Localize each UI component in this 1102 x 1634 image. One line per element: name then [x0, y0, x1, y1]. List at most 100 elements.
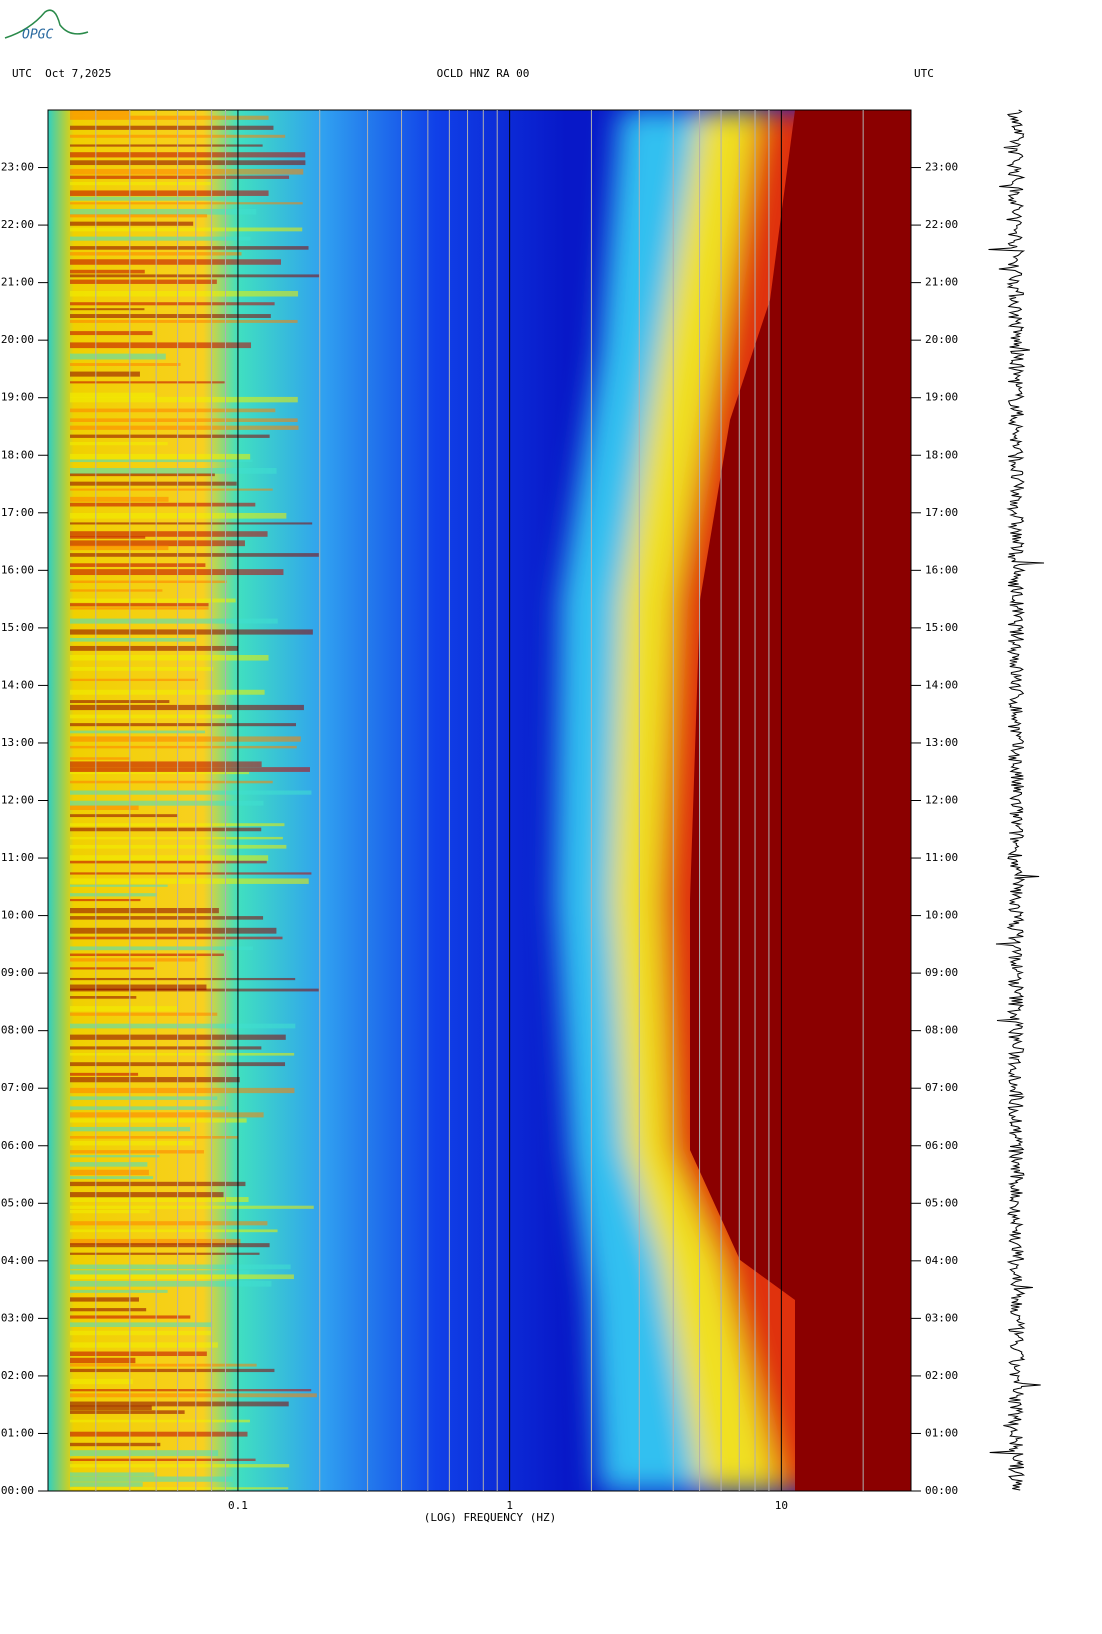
stripe — [70, 645, 238, 651]
y-tick-label: 04:00 — [1, 1254, 34, 1267]
stripe — [70, 308, 145, 311]
stripe — [70, 772, 250, 775]
stripe — [70, 678, 198, 682]
stripe — [70, 168, 304, 175]
stripe — [70, 488, 273, 491]
stripe — [70, 1192, 224, 1198]
stripe — [70, 459, 253, 463]
stripe — [70, 814, 178, 818]
y-tick-label: 08:00 — [1, 1024, 34, 1037]
stripe — [70, 689, 265, 695]
stripe — [70, 967, 154, 970]
stripe — [70, 780, 273, 784]
stripe — [70, 353, 166, 360]
stripe — [70, 1243, 270, 1248]
y-tick-label-right: 15:00 — [925, 621, 958, 634]
x-tick-label: 0.1 — [228, 1499, 248, 1512]
stripe — [70, 598, 236, 603]
y-tick-label: 11:00 — [1, 851, 34, 864]
stripe — [70, 522, 313, 525]
stripe — [70, 936, 283, 940]
y-tick-label-right: 05:00 — [925, 1196, 958, 1209]
stripe — [70, 1368, 275, 1373]
stripe — [70, 1106, 229, 1110]
y-tick-label: 17:00 — [1, 506, 34, 519]
energy-saturated — [690, 110, 911, 1491]
logo-text: OPGC — [22, 28, 53, 43]
stripe — [70, 1393, 317, 1398]
stripe — [70, 115, 269, 120]
y-tick-label: 07:00 — [1, 1081, 34, 1094]
spectrogram — [48, 110, 911, 1491]
stripe — [70, 618, 278, 624]
y-tick-label: 15:00 — [1, 621, 34, 634]
stripe — [70, 1006, 178, 1012]
stripe — [70, 290, 299, 297]
stripe — [70, 1221, 268, 1226]
stripe — [70, 1150, 204, 1154]
stripe — [70, 637, 197, 642]
stripe — [70, 1023, 296, 1029]
stripe — [70, 434, 270, 438]
stripe — [70, 629, 313, 635]
stripe — [70, 1280, 272, 1287]
stripe — [70, 473, 215, 477]
stripe — [70, 988, 319, 992]
stripe — [70, 958, 198, 962]
y-tick-label: 01:00 — [1, 1426, 34, 1439]
stripe — [70, 160, 306, 166]
y-tick-label-right: 01:00 — [925, 1426, 958, 1439]
y-tick-label: 13:00 — [1, 736, 34, 749]
stripe — [70, 844, 287, 849]
stripe — [70, 1169, 149, 1176]
stripe — [70, 800, 264, 806]
stripe — [70, 984, 207, 991]
stripe — [70, 757, 131, 760]
stripe — [70, 314, 271, 319]
stripe — [70, 563, 206, 567]
stripe — [70, 1155, 160, 1158]
stripe — [70, 953, 224, 957]
stripe — [70, 1052, 295, 1056]
stripe — [70, 342, 252, 349]
y-tick-label-right: 04:00 — [925, 1254, 958, 1267]
y-tick-label-right: 22:00 — [925, 218, 958, 231]
stripe — [70, 1464, 290, 1468]
stripe — [70, 545, 169, 551]
y-tick-label: 16:00 — [1, 563, 34, 576]
stripe — [70, 1450, 219, 1457]
stripe — [70, 512, 287, 519]
stripe — [70, 1162, 148, 1167]
stripe — [70, 1410, 185, 1414]
stripe — [70, 1476, 233, 1482]
stripe — [70, 1205, 314, 1209]
stripe — [70, 236, 251, 241]
stripe — [70, 704, 304, 711]
y-tick-label-right: 19:00 — [925, 391, 958, 404]
y-tick-label-right: 11:00 — [925, 851, 958, 864]
stripe — [70, 279, 217, 284]
stripe — [70, 175, 290, 179]
y-tick-label-right: 21:00 — [925, 276, 958, 289]
stripe — [70, 1419, 250, 1423]
stripe — [70, 363, 181, 366]
stripe — [70, 761, 262, 768]
stripe — [70, 767, 310, 772]
stripe — [70, 481, 237, 486]
stripe — [70, 553, 319, 557]
stripe — [70, 1357, 136, 1364]
stripe — [70, 319, 298, 323]
stripe — [70, 878, 309, 884]
stripe — [70, 531, 268, 537]
stripe — [70, 1405, 152, 1411]
y-tick-label: 10:00 — [1, 909, 34, 922]
stripe — [70, 1289, 168, 1293]
stripe — [70, 1072, 139, 1076]
stripe — [70, 836, 283, 840]
x-tick-label: 10 — [775, 1499, 788, 1512]
stripe — [70, 110, 131, 116]
y-tick-label: 02:00 — [1, 1369, 34, 1382]
y-tick-label: 03:00 — [1, 1311, 34, 1324]
stripe — [70, 1342, 218, 1348]
